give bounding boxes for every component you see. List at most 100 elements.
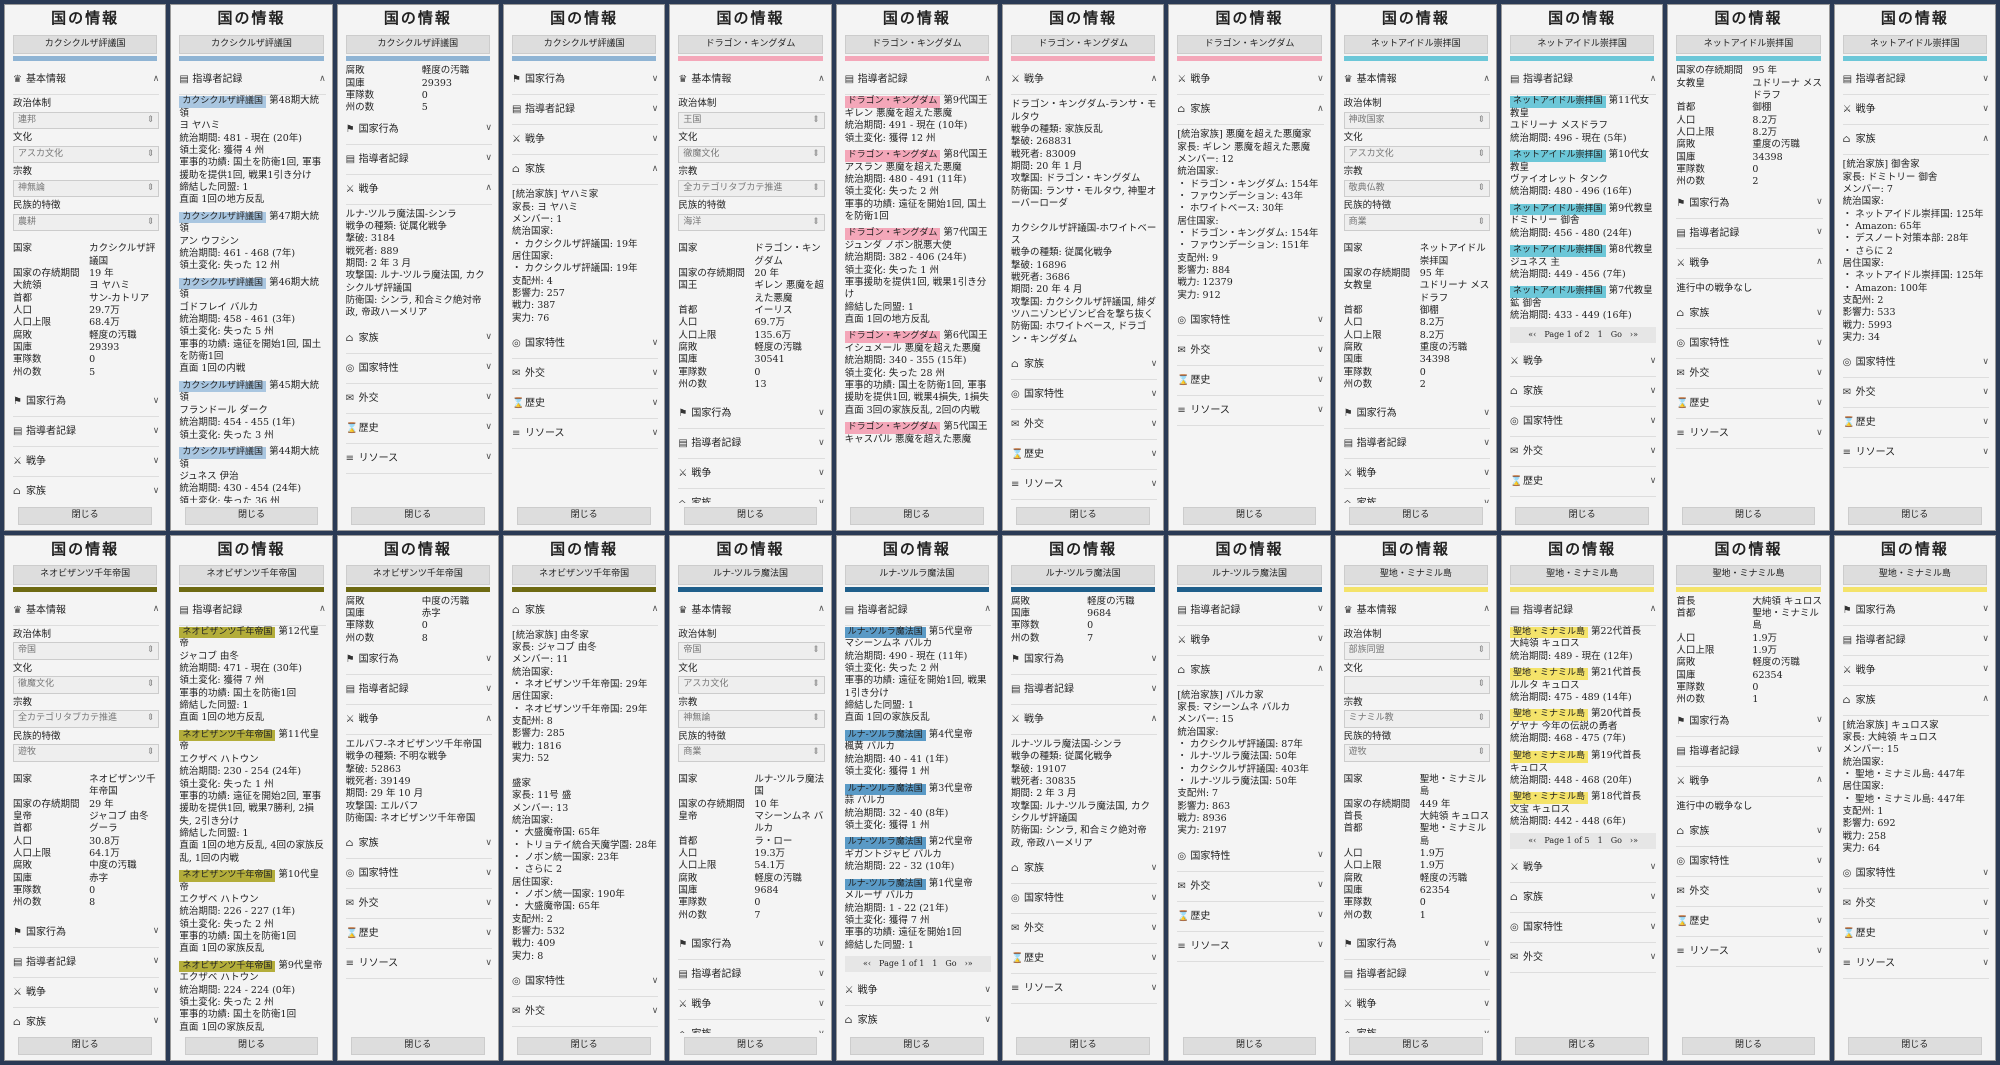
select-field[interactable]: 連邦 ⇕ [13,111,160,130]
section-family[interactable]: ⌂家族∨ [345,324,492,354]
close-button[interactable]: 閉じる [1515,506,1649,525]
select-field[interactable]: 遊牧 ⇕ [13,744,160,762]
section-resource[interactable]: ≡リソース∨ [1010,470,1158,501]
close-button[interactable]: 閉じる [1515,1037,1649,1055]
section-diplo[interactable]: ✉ 外交 ∨ [1676,359,1823,389]
select-field[interactable]: アスカ文化 ⇕ [13,145,160,164]
section-leader[interactable]: ▤ 指導者記録 ∨ [1343,429,1490,460]
section-basic[interactable]: ♛ 基本情報 ∧ [1343,65,1490,96]
section-resource[interactable]: ≡リソース∨ [1177,932,1324,962]
section-leader[interactable]: ▤ 指導者記録 ∨ [1343,960,1490,990]
section-leader[interactable]: ▤ 指導者記録 ∧ [844,65,991,96]
close-button[interactable]: 閉じる [1182,506,1317,525]
select-field[interactable]: 神政国家 ⇕ [1343,111,1490,130]
section-war[interactable]: ⚔ 戦争 ∨ [1343,990,1490,1020]
section-basic[interactable]: ♛ 基本情報 ∧ [13,65,160,96]
section-leader[interactable]: ▤ 指導者記録 ∨ [678,429,825,460]
section-leader[interactable]: ▤ 指導者記録 ∨ [678,960,825,990]
section-family[interactable]: ⌂ 家族 ∧ [1842,125,1989,156]
section-diplo[interactable]: ✉ 外交 ∨ [1509,943,1657,973]
section-war[interactable]: ⚔ 戦争 ∨ [678,990,825,1020]
section-leader[interactable]: ▤ 指導者記録 ∨ [511,95,659,126]
section-war[interactable]: ⚔ 戦争 ∨ [1509,853,1657,883]
close-button[interactable]: 閉じる [683,1037,818,1055]
section-family[interactable]: ⌂家族∨ [1010,350,1158,381]
section-diplo[interactable]: ✉ 外交 ∨ [345,889,492,920]
section-family[interactable]: ⌂家族∨ [1344,1020,1490,1034]
page-input[interactable]: 1 [1597,329,1603,339]
section-family[interactable]: ⌂家族∨ [678,1020,824,1034]
section-action[interactable]: ⚑ 国家行為 ∨ [1676,707,1823,737]
section-action[interactable]: ⚑ 国家行為 ∨ [678,930,825,960]
go-button[interactable]: Go [945,959,957,968]
close-button[interactable]: 閉じる [850,506,984,525]
section-diplo[interactable]: ✉ 外交 ∨ [1177,336,1324,366]
section-war[interactable]: ⚔ 戦争 ∨ [678,459,825,490]
close-button[interactable]: 閉じる [683,506,818,525]
section-history[interactable]: ⌛歴史 ∨ [1010,944,1158,975]
section-action[interactable]: ⚑ 国家行為 ∨ [1842,596,1989,626]
section-history[interactable]: ⌛歴史 ∨ [1177,366,1324,396]
section-trait[interactable]: ◎ 国家特性 ∨ [345,859,492,890]
section-basic[interactable]: ♛ 基本情報 ∧ [678,596,825,626]
section-resource[interactable]: ≡リソース∨ [345,949,492,980]
select-field[interactable]: 帝国 ⇕ [13,642,160,660]
section-war[interactable]: ⚔ 戦争 ∨ [13,447,160,478]
select-field[interactable]: 王国 ⇕ [678,111,825,130]
select-field[interactable]: 神無論 ⇕ [678,710,825,728]
select-field[interactable]: 敬典仏教 ⇕ [1343,179,1490,198]
select-field[interactable]: アスカ文化 ⇕ [1343,145,1490,164]
section-history[interactable]: ⌛歴史 ∨ [345,414,492,444]
close-button[interactable]: 閉じる [517,506,651,525]
section-family[interactable]: ⌂家族∨ [845,1006,991,1033]
section-trait[interactable]: ◎ 国家特性 ∨ [511,329,659,359]
close-button[interactable]: 閉じる [1016,1037,1150,1055]
section-trait[interactable]: ◎ 国家特性 ∨ [1010,884,1158,915]
section-history[interactable]: ⌛歴史 ∨ [1676,907,1823,938]
select-field[interactable]: 農耕 ⇕ [13,213,160,232]
section-history[interactable]: ⌛歴史 ∨ [345,919,492,950]
section-war[interactable]: ⚔ 戦争 ∨ [1842,656,1989,686]
close-button[interactable]: 閉じる [1016,506,1150,525]
section-trait[interactable]: ◎ 国家特性 ∨ [1676,847,1823,878]
section-war[interactable]: ⚔ 戦争 ∧ [1676,249,1823,279]
section-history[interactable]: ⌛歴史 ∨ [1509,467,1657,498]
section-diplo[interactable]: ✉ 外交 ∨ [1010,410,1158,441]
select-field[interactable]: 全カテゴリタブカテ推進 ⇕ [678,179,825,198]
section-action[interactable]: ⚑ 国家行為 ∨ [345,645,492,676]
section-trait[interactable]: ◎ 国家特性 ∨ [345,354,492,384]
section-war[interactable]: ⚔ 戦争 ∨ [1177,65,1324,96]
section-leader[interactable]: ▤ 指導者記録 ∧ [1509,65,1657,96]
close-button[interactable]: 閉じる [1349,1037,1483,1055]
section-family[interactable]: ⌂ 家族 ∧ [511,155,659,186]
section-resource[interactable]: ≡リソース∨ [1010,974,1158,1005]
close-button[interactable]: 閉じる [184,506,319,525]
section-family[interactable]: ⌂家族∨ [1509,377,1657,408]
prev-page-icon[interactable]: «‹ [1528,835,1537,845]
section-war[interactable]: ⚔ 戦争 ∨ [511,125,659,156]
select-field[interactable]: 全カテゴリタブカテ推進 ⇕ [13,710,160,728]
select-field[interactable]: ⇕ [1343,676,1490,694]
section-history[interactable]: ⌛歴史 ∨ [1010,440,1158,471]
select-field[interactable]: 商業 ⇕ [1343,213,1490,232]
close-button[interactable]: 閉じる [517,1037,651,1055]
section-trait[interactable]: ◎ 国家特性 ∨ [1509,407,1657,438]
close-button[interactable]: 閉じる [1848,1037,1982,1055]
section-history[interactable]: ⌛歴史 ∨ [511,389,659,419]
close-button[interactable]: 閉じる [850,1037,984,1055]
section-basic[interactable]: ♛ 基本情報 ∧ [678,65,825,96]
section-leader[interactable]: ▤ 指導者記録 ∧ [179,596,326,626]
section-leader[interactable]: ▤ 指導者記録 ∨ [1010,675,1158,706]
section-action[interactable]: ⚑ 国家行為 ∨ [1343,399,1490,430]
section-leader[interactable]: ▤ 指導者記録 ∨ [1676,219,1823,249]
go-button[interactable]: Go [1610,835,1622,845]
section-diplo[interactable]: ✉ 外交 ∨ [1509,437,1657,468]
section-resource[interactable]: ≡リソース∨ [1676,419,1823,449]
section-trait[interactable]: ◎ 国家特性 ∨ [1842,348,1989,379]
section-war[interactable]: ⚔ 戦争 ∨ [1177,626,1324,656]
section-action[interactable]: ⚑ 国家行為 ∨ [13,387,160,418]
section-family[interactable]: ⌂ 家族 ∧ [1177,656,1324,686]
close-button[interactable]: 閉じる [351,506,485,525]
close-button[interactable]: 閉じる [184,1037,319,1055]
close-button[interactable]: 閉じる [18,506,152,525]
